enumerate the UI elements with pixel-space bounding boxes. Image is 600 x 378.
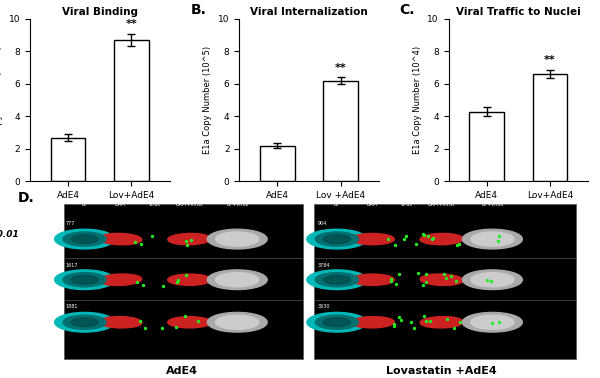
Bar (323, 81, 358, 181)
Ellipse shape (420, 233, 463, 245)
Bar (114, 40, 149, 181)
Circle shape (63, 273, 106, 287)
Circle shape (63, 315, 106, 329)
Ellipse shape (99, 274, 142, 285)
Text: **: ** (544, 55, 556, 65)
Circle shape (463, 312, 523, 332)
Circle shape (207, 312, 267, 332)
Circle shape (307, 270, 367, 290)
Circle shape (307, 312, 367, 332)
Text: 3630: 3630 (317, 304, 330, 309)
Text: D.: D. (18, 191, 35, 205)
Ellipse shape (420, 274, 463, 285)
Text: BF: BF (334, 202, 340, 207)
Circle shape (63, 232, 106, 246)
Title: Viral Traffic to Nuclei: Viral Traffic to Nuclei (456, 7, 581, 17)
Text: BF+virus: BF+virus (226, 202, 248, 207)
Text: Lovastatin +AdE4: Lovastatin +AdE4 (386, 366, 496, 376)
Circle shape (323, 275, 350, 284)
Circle shape (323, 235, 350, 243)
Ellipse shape (351, 234, 394, 245)
Text: BF: BF (82, 202, 88, 207)
Circle shape (215, 232, 259, 246)
Text: **: ** (335, 62, 347, 73)
Title: Viral Internalization: Viral Internalization (250, 7, 368, 17)
Circle shape (323, 318, 350, 327)
Text: 777: 777 (65, 221, 75, 226)
Text: 3784: 3784 (317, 263, 330, 268)
Circle shape (55, 312, 115, 332)
Circle shape (71, 235, 98, 243)
Ellipse shape (98, 316, 142, 328)
FancyBboxPatch shape (64, 204, 303, 359)
Text: C.: C. (400, 3, 415, 17)
Text: 904: 904 (317, 221, 326, 226)
Text: B.: B. (190, 3, 206, 17)
Text: AdE4: AdE4 (166, 366, 198, 376)
Circle shape (471, 315, 514, 329)
Text: DAPI+virus: DAPI+virus (428, 202, 455, 207)
Circle shape (315, 232, 358, 246)
Bar (50, 138, 85, 181)
FancyBboxPatch shape (314, 204, 577, 359)
Circle shape (71, 318, 98, 327)
Circle shape (215, 273, 259, 287)
Bar (260, 146, 295, 181)
Ellipse shape (351, 274, 394, 285)
Circle shape (315, 315, 358, 329)
Text: **: ** (125, 19, 137, 29)
Ellipse shape (420, 316, 463, 328)
Text: DAPI+virus: DAPI+virus (176, 202, 203, 207)
Text: DAPI: DAPI (367, 202, 378, 207)
Text: 1617: 1617 (65, 263, 78, 268)
Text: **P<0.01: **P<0.01 (184, 230, 229, 239)
Text: virus: virus (149, 202, 161, 207)
Text: virus: virus (401, 202, 413, 207)
Ellipse shape (99, 233, 142, 245)
Circle shape (55, 270, 115, 290)
Ellipse shape (351, 317, 394, 328)
Circle shape (463, 229, 523, 249)
Text: DAPI: DAPI (115, 202, 126, 207)
Circle shape (315, 273, 358, 287)
Circle shape (307, 229, 367, 249)
Text: **P<0.01: **P<0.01 (0, 230, 20, 239)
Circle shape (471, 232, 514, 246)
Bar (533, 74, 568, 181)
Y-axis label: E1a Copy Number (10^5): E1a Copy Number (10^5) (0, 46, 3, 154)
Y-axis label: E1a Copy Number (10^4): E1a Copy Number (10^4) (413, 46, 422, 154)
Ellipse shape (167, 317, 211, 328)
Circle shape (71, 275, 98, 284)
Text: **P<0.01: **P<0.01 (393, 230, 439, 239)
Bar (469, 112, 504, 181)
Circle shape (215, 315, 259, 329)
Circle shape (207, 270, 267, 290)
Ellipse shape (167, 274, 211, 285)
Circle shape (463, 270, 523, 290)
Title: Viral Binding: Viral Binding (62, 7, 138, 17)
Circle shape (471, 273, 514, 287)
Text: BF+virus: BF+virus (481, 202, 503, 207)
Circle shape (55, 229, 115, 249)
Ellipse shape (168, 233, 211, 245)
Y-axis label: E1a Copy Number (10^5): E1a Copy Number (10^5) (203, 46, 212, 154)
Circle shape (207, 229, 267, 249)
Text: 1881: 1881 (65, 304, 78, 309)
